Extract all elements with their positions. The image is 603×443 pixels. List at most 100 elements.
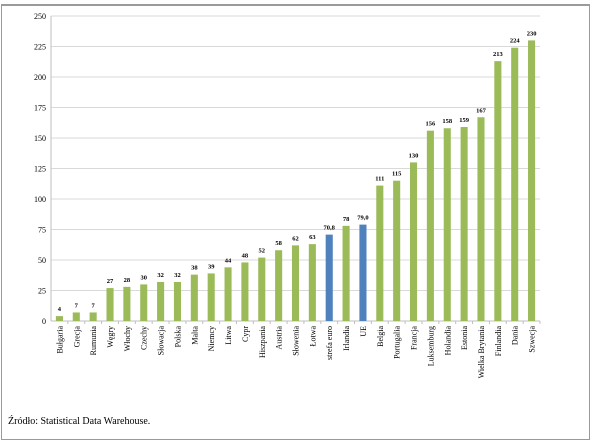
data-label: 38: [191, 265, 198, 272]
x-tick-label: Cypr: [241, 326, 250, 342]
data-label: 130: [409, 152, 419, 159]
bar: [460, 127, 468, 322]
y-tick-label: 175: [34, 104, 46, 113]
bar: [123, 286, 131, 321]
bar: [173, 281, 182, 321]
data-label: 58: [275, 240, 282, 247]
data-label: 158: [442, 118, 453, 125]
bar: [325, 234, 333, 321]
x-tick-label: Rumunia: [89, 326, 98, 356]
bar: [511, 47, 519, 321]
y-tick-label: 225: [34, 43, 46, 52]
x-tick-label: Łotwa: [308, 326, 317, 347]
data-label: 32: [174, 272, 181, 279]
data-label: 7: [92, 302, 96, 309]
bar: [342, 225, 350, 321]
x-tick-label: Słowenia: [292, 326, 301, 356]
y-tick-label: 50: [38, 256, 46, 265]
data-label: 52: [259, 248, 266, 255]
y-tick-label: 25: [38, 287, 46, 296]
bar: [376, 185, 384, 321]
data-label: 111: [375, 176, 384, 183]
x-tick-label: Irlandia: [342, 326, 351, 351]
data-label: 44: [225, 257, 232, 264]
bar: [140, 284, 148, 321]
data-label: 30: [140, 274, 147, 281]
data-label: 63: [309, 234, 316, 241]
bar: [207, 273, 215, 321]
bar: [55, 316, 63, 321]
bar: [275, 250, 283, 321]
y-tick-label: 100: [34, 195, 46, 204]
data-label: 70,8: [324, 225, 336, 232]
x-tick-label: Hiszpania: [258, 326, 267, 358]
x-tick-label: Węgry: [106, 326, 115, 348]
source-note: Źródło: Statistical Data Warehouse.: [8, 416, 151, 427]
x-tick-label: Niemcy: [207, 326, 216, 351]
bar: [224, 267, 232, 321]
data-label: 156: [426, 121, 437, 128]
bar: [157, 281, 165, 321]
bar: [443, 128, 451, 321]
x-tick-label: Malta: [190, 326, 199, 345]
chart-frame: [1, 4, 590, 440]
x-tick-label: Czechy: [140, 326, 149, 350]
bar: [426, 130, 434, 321]
data-label: 224: [510, 38, 521, 45]
bar: [190, 274, 198, 321]
bar: [494, 61, 502, 321]
x-tick-label: Portugalia: [393, 326, 402, 359]
y-tick-label: 250: [34, 12, 46, 21]
x-tick-label: Włochy: [123, 326, 132, 351]
bar: [241, 262, 249, 321]
data-label: 78: [343, 216, 350, 223]
x-tick-label: Luksemburg: [426, 326, 435, 366]
x-tick-label: Litwa: [224, 326, 233, 345]
data-label: 115: [392, 171, 402, 178]
y-tick-label: 125: [34, 165, 46, 174]
data-label: 7: [75, 302, 79, 309]
y-tick-label: 200: [34, 73, 46, 82]
bar: [409, 162, 418, 321]
bar: [89, 312, 97, 321]
bar: [72, 312, 80, 321]
x-tick-label: Grecja: [72, 326, 81, 348]
data-label: 4: [58, 306, 62, 313]
x-tick-label: Finlandia: [494, 326, 503, 357]
y-tick-label: 75: [38, 226, 46, 235]
data-label: 62: [292, 235, 299, 242]
data-label: 230: [527, 30, 537, 37]
x-tick-label: Estonia: [460, 326, 469, 350]
bar: [308, 244, 316, 321]
x-tick-label: strefa euro: [325, 326, 334, 360]
bar: [477, 117, 485, 321]
bar: [258, 257, 266, 321]
x-tick-label: Słowacja: [157, 326, 166, 356]
x-tick-label: Belgia: [376, 326, 385, 347]
x-tick-label: Francja: [410, 326, 419, 350]
data-label: 167: [476, 107, 487, 114]
bar: [291, 245, 300, 321]
x-tick-label: Szwecja: [528, 326, 537, 353]
bar: [106, 288, 114, 321]
x-tick-label: Bułgaria: [55, 326, 64, 354]
x-tick-label: Wielka Brytania: [477, 326, 486, 379]
data-label: 32: [157, 272, 164, 279]
data-label: 48: [242, 252, 249, 259]
data-label: 159: [459, 117, 470, 124]
x-tick-label: UE: [359, 326, 368, 337]
x-tick-label: Holandia: [443, 326, 452, 356]
x-tick-label: Dania: [511, 326, 520, 346]
data-label: 39: [208, 263, 215, 270]
x-tick-label: Polska: [173, 326, 182, 348]
data-label: 213: [493, 51, 504, 58]
x-tick-label: Austria: [275, 326, 284, 350]
data-label: 27: [107, 278, 114, 285]
data-label: 79,0: [357, 215, 368, 222]
bar: [393, 180, 401, 321]
y-tick-label: 150: [34, 134, 46, 143]
bar: [528, 40, 536, 322]
data-label: 28: [124, 277, 131, 284]
y-tick-label: 0: [42, 317, 46, 326]
